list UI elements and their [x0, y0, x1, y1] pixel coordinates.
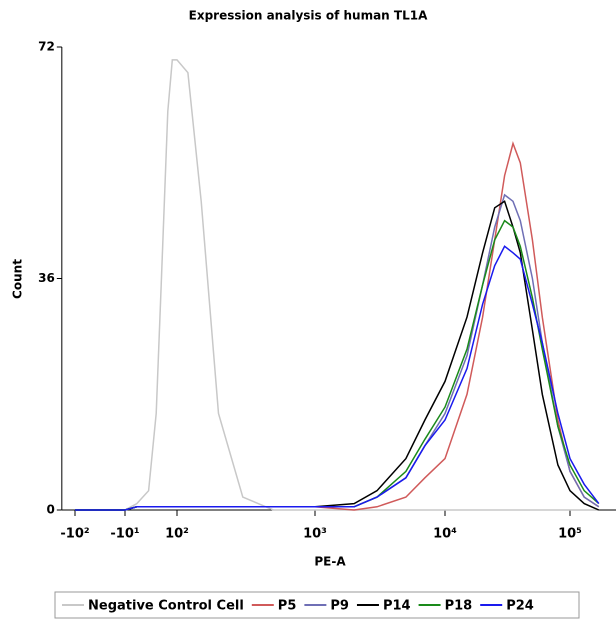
- series-line: [75, 245, 600, 511]
- y-axis-label: Count: [11, 259, 25, 299]
- legend-label: P5: [278, 599, 297, 614]
- legend-label: P18: [445, 599, 473, 614]
- legend-label: P9: [330, 599, 349, 614]
- series-line: [75, 59, 599, 511]
- x-tick-label: 10²: [165, 527, 189, 542]
- x-tick-label: 10⁵: [558, 527, 582, 542]
- y-tick-label: 36: [38, 271, 55, 285]
- legend-label: Negative Control Cell: [88, 599, 244, 614]
- x-tick-label: 10³: [303, 527, 327, 542]
- legend-label: P14: [383, 599, 411, 614]
- x-tick-label: -10¹: [110, 527, 139, 542]
- x-tick-label: 10⁴: [433, 527, 457, 542]
- y-tick-label: 0: [46, 503, 54, 517]
- series-line: [75, 219, 600, 511]
- series-line: [75, 193, 600, 511]
- legend-box: [54, 591, 580, 619]
- legend-label: P24: [506, 599, 534, 614]
- x-tick-label: -10²: [60, 527, 89, 542]
- x-axis-label: PE-A: [314, 555, 346, 569]
- series-line: [75, 141, 600, 511]
- chart-title: Expression analysis of human TL1A: [189, 9, 428, 23]
- y-tick-label: 72: [38, 40, 55, 54]
